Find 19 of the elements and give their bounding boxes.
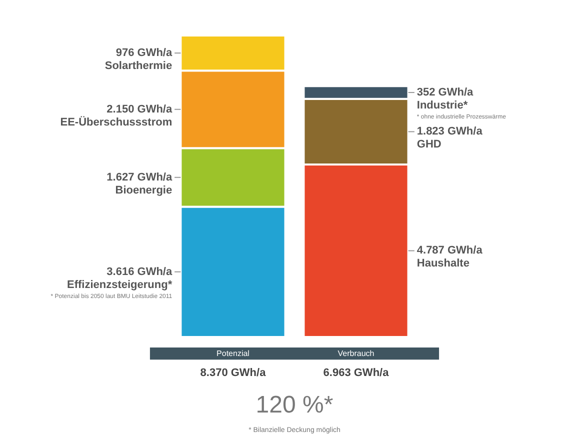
series-label: Industrie* <box>416 100 468 112</box>
data-label: 3.616 GWh/a <box>106 266 173 278</box>
text: 120 %* <box>256 391 334 418</box>
data-label: 976 GWh/a <box>116 47 173 60</box>
total-label: 6.963 GWh/a <box>323 367 390 380</box>
series-label: Effizienzsteigerung* <box>66 278 173 291</box>
series-label: Solarthermie <box>104 60 172 72</box>
data-label: 352 GWh/a <box>416 86 474 98</box>
x-tick-label: Verbrauch <box>338 349 374 358</box>
x-tick-label: Potenzial <box>216 349 250 358</box>
series-label: Bioenergie <box>115 184 172 196</box>
data-label: 4.787 GWh/a <box>416 244 484 257</box>
series-label: EE-Überschussstrom <box>60 115 172 128</box>
series-label: GHD <box>416 138 442 151</box>
total-label: 8.370 GWh/a <box>200 367 267 380</box>
data-label: 1.627 GWh/a <box>106 171 173 184</box>
data-label: 2.150 GWh/a <box>106 103 173 116</box>
series-label: Haushalte <box>416 258 470 270</box>
data-label: 1.823 GWh/a <box>416 126 484 138</box>
